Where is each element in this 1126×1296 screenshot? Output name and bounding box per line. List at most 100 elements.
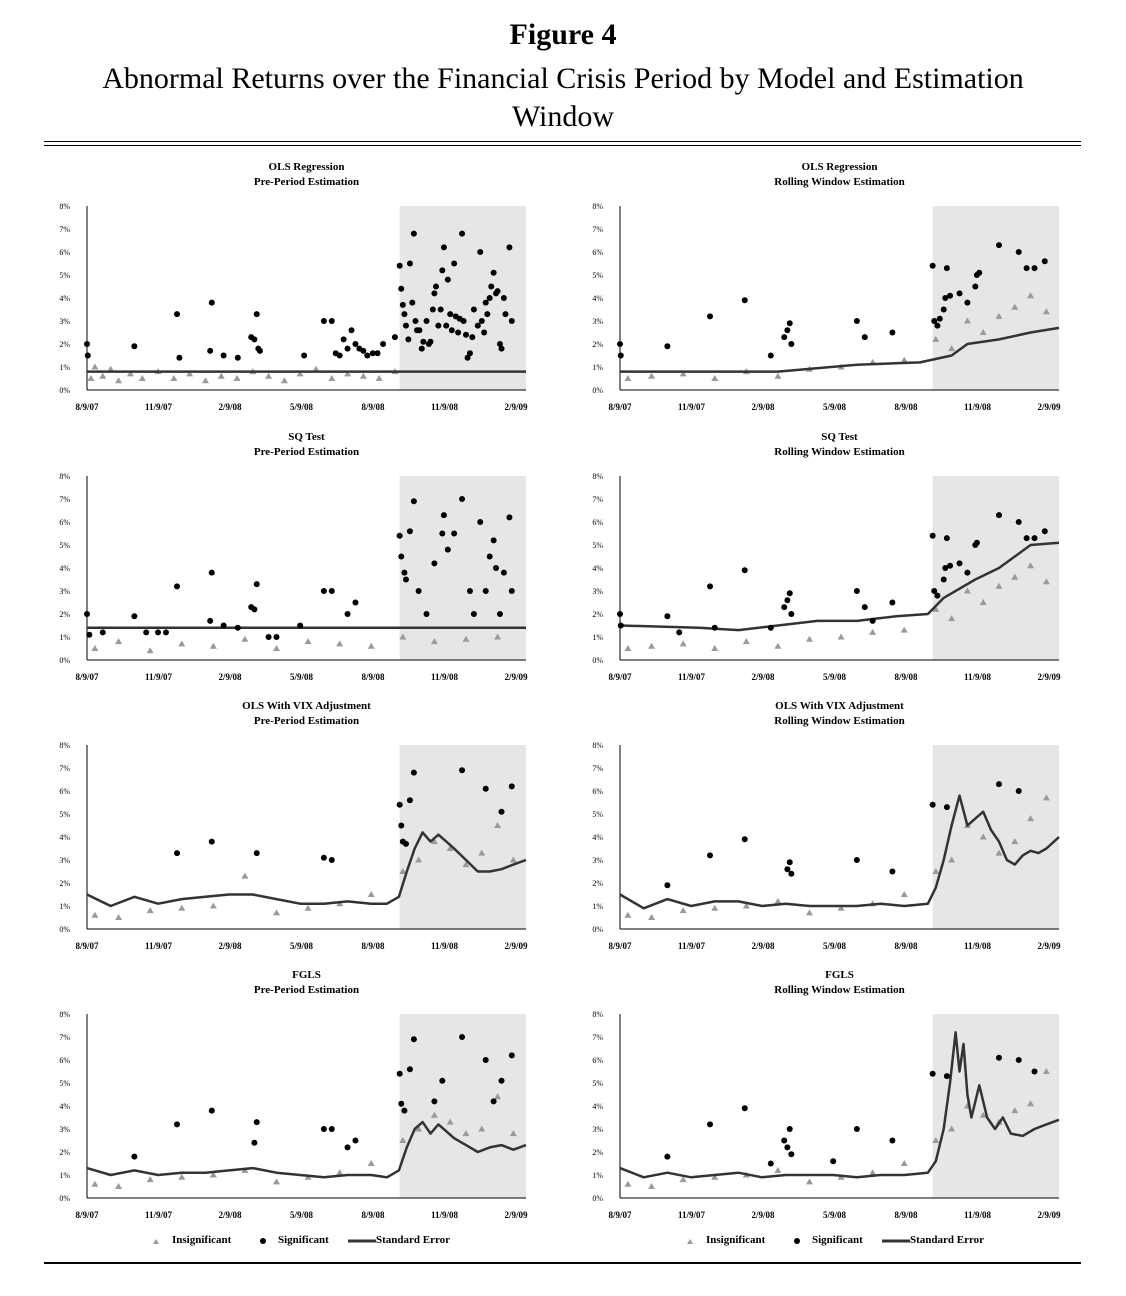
significant-point	[431, 1098, 438, 1105]
significant-point	[340, 336, 347, 343]
x-tick-label: 2/9/09	[1037, 672, 1061, 682]
insignificant-point	[367, 891, 375, 897]
significant-point	[488, 283, 495, 290]
chart-svg: SQ Test Rolling Window Estimation 0% 1% 2% 3%…	[592, 431, 1061, 682]
chart-panel-vix-rolling: OLS With VIX Adjustment Rolling Window Es…	[573, 695, 1093, 957]
chart-title: OLS Regression	[802, 161, 878, 173]
significant-point	[410, 498, 417, 505]
y-tick-label: 3%	[59, 1125, 70, 1134]
significant-point	[427, 338, 434, 345]
insignificant-point	[91, 1180, 99, 1187]
x-tick-label: 2/9/09	[504, 941, 528, 951]
significant-point	[707, 852, 714, 859]
insignificant-point	[170, 375, 178, 381]
significant-point	[410, 769, 417, 776]
significant-point	[320, 588, 327, 594]
significant-point	[459, 230, 466, 237]
significant-point	[786, 859, 793, 866]
chart-panel-vix-pre: OLS With VIX Adjustment Pre-Period Estima…	[40, 695, 560, 957]
insignificant-point	[648, 1183, 656, 1189]
significant-point	[444, 546, 451, 553]
significant-point	[1031, 1068, 1038, 1075]
significant-point	[664, 343, 671, 350]
significant-point	[448, 327, 455, 334]
chart-panel-sq-rolling: SQ Test Rolling Window Estimation 0% 1% 2% 3%…	[573, 426, 1093, 688]
top-rule-2	[44, 145, 1081, 146]
significant-point	[406, 528, 413, 535]
y-tick-label: 0%	[592, 925, 603, 934]
significant-point	[786, 1126, 793, 1132]
insignificant-point	[233, 375, 241, 381]
y-tick-label: 3%	[59, 587, 70, 596]
insignificant-point	[367, 1160, 375, 1166]
y-tick-label: 4%	[59, 564, 70, 573]
significant-point	[301, 352, 308, 359]
significant-point	[1015, 788, 1022, 794]
significant-point	[431, 560, 438, 567]
significant-point	[328, 318, 335, 324]
insignificant-point	[1042, 308, 1050, 315]
y-tick-label: 0%	[592, 386, 603, 395]
significant-point	[784, 597, 791, 604]
significant-point	[398, 822, 405, 829]
y-tick-label: 3%	[592, 587, 603, 596]
y-tick-label: 7%	[59, 764, 70, 773]
y-tick-label: 5%	[59, 1079, 70, 1088]
insignificant-point	[869, 1169, 877, 1176]
significant-point	[995, 242, 1002, 249]
legend-significant-label: Significant	[278, 1234, 329, 1246]
insignificant-point	[312, 365, 320, 372]
y-tick-label: 0%	[592, 656, 603, 665]
significant-point	[943, 804, 950, 811]
significant-point	[853, 588, 860, 594]
y-tick-label: 6%	[59, 248, 70, 257]
significant-point	[931, 318, 938, 324]
significant-point	[1023, 265, 1030, 272]
significant-point	[131, 613, 138, 620]
insignificant-point	[201, 377, 209, 384]
x-tick-label: 8/9/07	[608, 941, 632, 951]
significant-point	[494, 288, 501, 295]
y-tick-label: 4%	[592, 833, 603, 842]
significant-point	[995, 781, 1002, 788]
significant-point	[889, 599, 896, 606]
x-tick-label: 5/9/08	[823, 941, 847, 951]
insignificant-point	[900, 1160, 908, 1166]
significant-point	[784, 1144, 791, 1151]
y-tick-label: 8%	[59, 741, 70, 750]
significant-point	[500, 569, 507, 576]
insignificant-point	[869, 628, 877, 635]
insignificant-point	[415, 1125, 423, 1132]
x-tick-label: 5/9/08	[290, 672, 314, 682]
significant-point	[143, 629, 150, 636]
x-tick-label: 11/9/08	[431, 941, 459, 951]
crisis-shade	[399, 476, 526, 660]
significant-point	[99, 629, 106, 636]
y-tick-label: 2%	[592, 1148, 603, 1157]
significant-point	[496, 341, 503, 347]
significant-point	[412, 318, 419, 324]
y-tick-label: 1%	[59, 1171, 70, 1180]
legend-insignificant-label: Insignificant	[172, 1234, 232, 1246]
insignificant-point	[1027, 292, 1035, 299]
x-tick-label: 8/9/08	[361, 402, 385, 412]
significant-point	[707, 1121, 714, 1128]
significant-point	[451, 530, 458, 537]
insignificant-point	[430, 1111, 438, 1118]
significant-point	[439, 267, 446, 274]
y-tick-label: 0%	[59, 1194, 70, 1203]
insignificant-point	[359, 372, 367, 379]
significant-point	[788, 1151, 795, 1158]
y-tick-label: 8%	[592, 472, 603, 481]
significant-point	[482, 588, 489, 594]
significant-point	[374, 350, 381, 357]
insignificant-point	[624, 1180, 632, 1187]
significant-point	[889, 329, 896, 336]
insignificant-point	[494, 633, 502, 640]
significant-point	[741, 297, 748, 304]
insignificant-point	[774, 372, 782, 379]
y-tick-label: 7%	[59, 225, 70, 234]
insignificant-point	[648, 372, 656, 379]
y-tick-label: 8%	[59, 472, 70, 481]
significant-point	[328, 857, 335, 863]
